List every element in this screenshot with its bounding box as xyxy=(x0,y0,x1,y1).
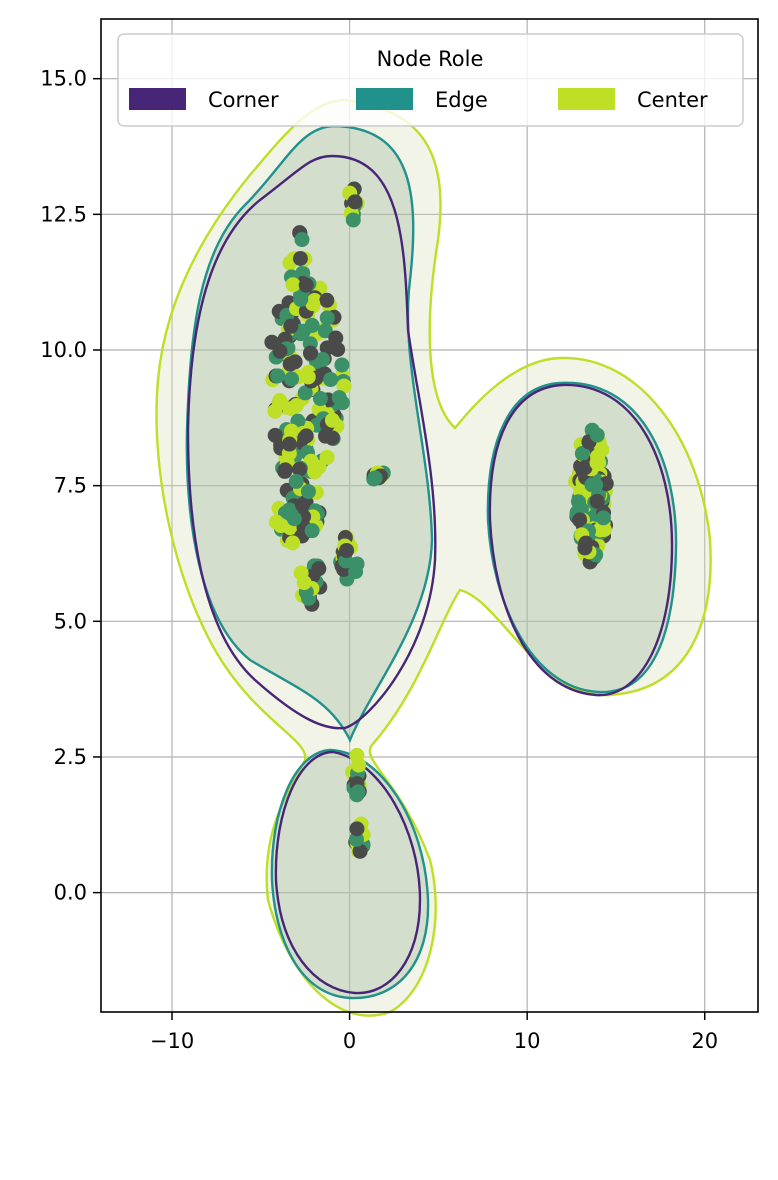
legend-label-edge: Edge xyxy=(435,88,488,112)
y-tick-label: 2.5 xyxy=(54,745,87,769)
contour-corner-right xyxy=(488,383,674,697)
data-point xyxy=(595,510,611,526)
y-axis-ticks: 0.0 2.5 5.0 7.5 10.0 12.5 15.0 xyxy=(40,67,101,905)
data-point xyxy=(328,330,344,346)
data-point xyxy=(292,250,308,266)
x-axis-ticks: −10 0 10 20 xyxy=(150,1012,718,1053)
data-point xyxy=(584,477,600,493)
data-point xyxy=(300,484,316,500)
data-point xyxy=(317,323,333,339)
data-point xyxy=(339,542,355,558)
data-point xyxy=(315,352,331,368)
data-point xyxy=(348,564,364,580)
data-point xyxy=(302,345,318,361)
data-point xyxy=(352,843,368,859)
legend-label-center: Center xyxy=(637,88,708,112)
data-point xyxy=(336,378,352,394)
data-point xyxy=(589,455,605,471)
contour-edge-lower xyxy=(270,748,430,1000)
x-tick-label: 0 xyxy=(343,1029,356,1053)
data-point xyxy=(298,428,314,444)
data-point xyxy=(592,522,608,538)
data-point xyxy=(304,523,320,539)
data-point xyxy=(292,461,308,477)
data-point xyxy=(349,747,365,763)
data-point xyxy=(297,385,313,401)
data-point xyxy=(330,341,346,357)
data-point xyxy=(285,277,301,293)
x-tick-label: 10 xyxy=(514,1029,541,1053)
data-point xyxy=(277,462,293,478)
data-point xyxy=(304,317,320,333)
data-point xyxy=(270,368,286,384)
data-point xyxy=(574,446,590,462)
data-point xyxy=(347,194,363,210)
data-point xyxy=(311,561,327,577)
data-point xyxy=(294,497,310,513)
legend-swatch-center xyxy=(558,88,615,110)
data-point xyxy=(577,540,593,556)
data-point xyxy=(319,449,335,465)
data-point xyxy=(570,494,586,510)
contour-corner-upper xyxy=(186,154,437,730)
data-point xyxy=(312,391,328,407)
data-point xyxy=(267,427,283,443)
data-point xyxy=(288,398,304,414)
data-point xyxy=(348,831,364,847)
legend-label-corner: Corner xyxy=(208,88,279,112)
y-tick-label: 12.5 xyxy=(40,202,87,226)
data-point xyxy=(285,535,301,551)
x-tick-label: −10 xyxy=(150,1029,194,1053)
y-tick-label: 10.0 xyxy=(40,338,87,362)
data-point xyxy=(272,343,288,359)
legend: Node Role Corner Edge Center xyxy=(117,33,744,127)
legend-swatch-corner xyxy=(129,88,186,110)
data-point xyxy=(288,473,304,489)
data-point xyxy=(294,232,310,248)
data-point xyxy=(298,277,314,293)
data-point xyxy=(577,460,593,476)
data-point xyxy=(334,395,350,411)
data-point xyxy=(594,442,610,458)
scatter-points xyxy=(264,181,614,859)
data-point xyxy=(367,470,383,486)
data-point xyxy=(572,512,588,528)
x-tick-label: 20 xyxy=(691,1029,718,1053)
y-tick-label: 0.0 xyxy=(54,881,87,905)
data-point xyxy=(324,412,340,428)
data-point xyxy=(305,296,321,312)
data-point xyxy=(295,265,311,281)
legend-swatch-edge xyxy=(356,88,413,110)
data-point xyxy=(334,357,350,373)
data-point xyxy=(319,292,335,308)
data-point xyxy=(350,784,366,800)
data-point xyxy=(281,436,297,452)
data-point xyxy=(267,403,283,419)
data-point xyxy=(300,369,316,385)
data-point xyxy=(589,493,605,509)
data-point xyxy=(324,430,340,446)
data-point xyxy=(287,354,303,370)
data-point xyxy=(283,318,299,334)
data-point xyxy=(284,371,300,387)
y-tick-label: 5.0 xyxy=(54,609,87,633)
data-point xyxy=(323,372,339,388)
y-tick-label: 7.5 xyxy=(54,474,87,498)
data-point xyxy=(349,821,365,837)
data-point xyxy=(286,511,302,527)
y-tick-label: 15.0 xyxy=(40,67,87,91)
contour-corner-lower xyxy=(274,750,422,995)
data-point xyxy=(296,575,312,591)
legend-title: Node Role xyxy=(377,47,484,71)
data-point xyxy=(319,310,335,326)
plot-frame xyxy=(100,18,759,1013)
data-point xyxy=(345,212,361,228)
data-point xyxy=(589,427,605,443)
data-point xyxy=(307,464,323,480)
